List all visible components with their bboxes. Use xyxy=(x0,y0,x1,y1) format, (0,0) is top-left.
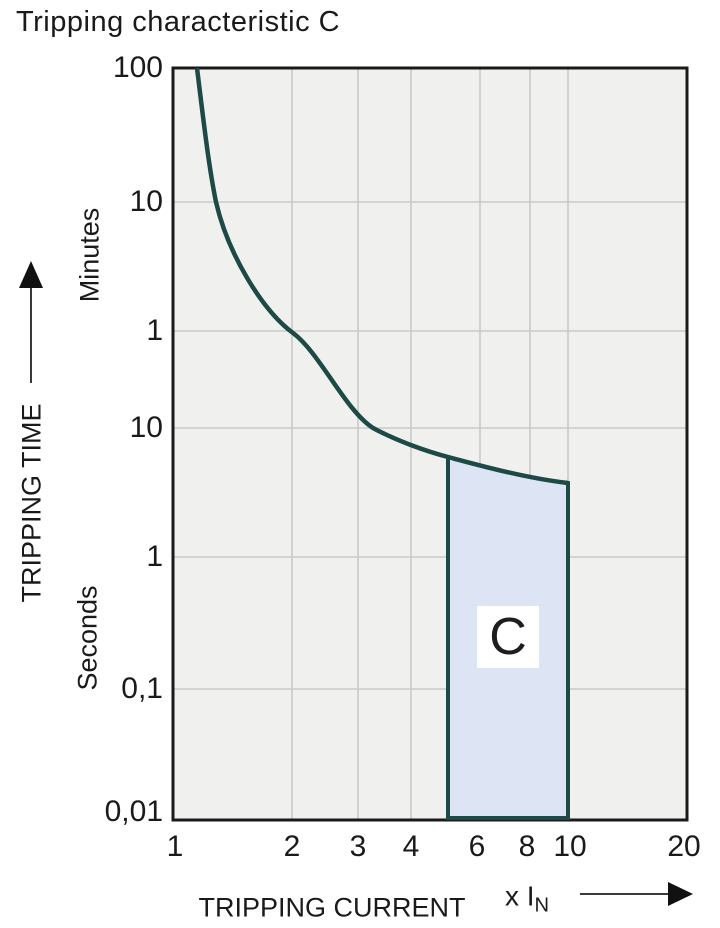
axis-frame xyxy=(171,66,689,822)
xtick-4: 4 xyxy=(402,830,420,863)
x-axis-unit-main: x I xyxy=(504,880,535,912)
x-axis-arrow-line xyxy=(580,893,668,895)
xtick-6: 6 xyxy=(468,830,486,863)
ytick-100min: 100 xyxy=(112,51,163,84)
xtick-8: 8 xyxy=(518,830,536,863)
x-axis-unit-sub: N xyxy=(534,894,550,917)
ytick-10min: 10 xyxy=(129,185,163,218)
y-axis-arrow-line xyxy=(30,287,32,383)
ytick-10s: 10 xyxy=(129,411,163,444)
page-title: Tripping characteristic C xyxy=(16,6,341,38)
xtick-1: 1 xyxy=(166,830,184,863)
xtick-20: 20 xyxy=(667,830,701,863)
region-label-text: C xyxy=(489,608,527,666)
x-axis-unit: x IN xyxy=(505,880,549,917)
xtick-2: 2 xyxy=(283,830,301,863)
xtick-3: 3 xyxy=(349,830,367,863)
ytick-0-1s: 0,1 xyxy=(121,672,163,705)
ytick-1s: 1 xyxy=(146,540,163,573)
y-axis-title: TRIPPING TIME xyxy=(16,403,47,603)
y-unit-seconds: Seconds xyxy=(72,585,103,691)
y-unit-minutes: Minutes xyxy=(74,207,105,303)
horizontal-gridlines xyxy=(173,201,687,690)
tripping-curve xyxy=(194,67,569,486)
plot-area xyxy=(173,68,687,820)
ytick-0-01s: 0,01 xyxy=(104,795,163,828)
x-axis-arrow-icon xyxy=(668,882,693,906)
x-axis-title: TRIPPING CURRENT xyxy=(198,892,466,923)
y-axis-arrow-icon xyxy=(19,261,43,288)
ytick-1min: 1 xyxy=(146,314,163,347)
region-label: C xyxy=(477,606,539,668)
xtick-10: 10 xyxy=(553,830,587,863)
